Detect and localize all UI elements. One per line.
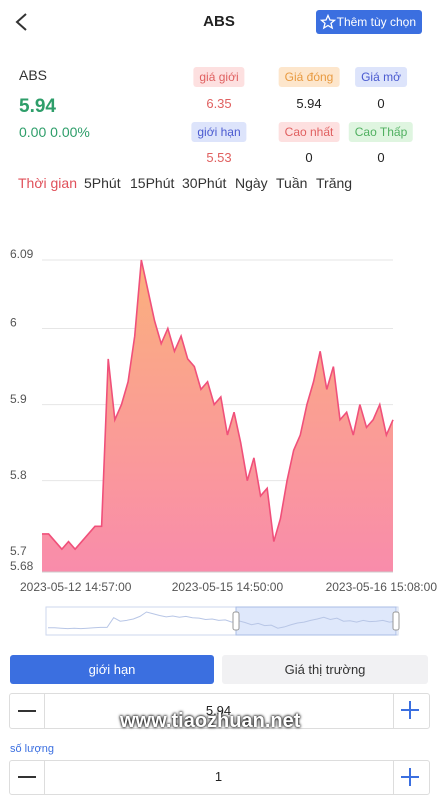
navigator-handle[interactable] [232, 611, 240, 631]
plus-button[interactable] [401, 701, 419, 719]
quantity-value: 1 [214, 769, 223, 784]
y-tick-label: 6.09 [10, 247, 34, 261]
price-input[interactable] [9, 693, 430, 729]
stat-label: Cao nhất [278, 122, 340, 142]
period-tab[interactable]: Thời gian [18, 175, 77, 191]
chart: 5.685.7 5.8 5.9 6 6.09 2023-05-12 14:57:00 202… [10, 247, 438, 636]
stat-label: Giá mở [355, 67, 407, 87]
stat-value: 0 [377, 96, 385, 111]
quantity-label: số lượng [10, 743, 54, 755]
x-tick-label: 2023-05-12 14:57:00 [20, 580, 132, 594]
stat-value: 6.35 [206, 96, 232, 111]
navigator-handle[interactable] [392, 611, 400, 631]
divider [44, 760, 45, 795]
stat-label: Giá đóng [278, 67, 340, 87]
divider [44, 693, 45, 729]
line [42, 259, 394, 551]
stat-label: Cao Thấp [348, 122, 414, 142]
market-tab[interactable]: Giá thị trường [222, 655, 428, 684]
limit-tab[interactable]: giới hạn [10, 655, 214, 684]
divider [393, 693, 394, 729]
quantity-input[interactable] [9, 760, 430, 795]
symbol: ABS [19, 67, 48, 83]
minus-button[interactable] [18, 710, 36, 712]
price: 5.94 [19, 96, 56, 117]
change: 0.00 0.00% [19, 124, 90, 140]
stat-value: 5.53 [206, 150, 232, 165]
period-tab[interactable]: Trăng [316, 175, 353, 191]
watermark: www.tiaozhuan.net [120, 710, 301, 732]
stat-label: giá giới [193, 67, 245, 87]
stat-label: giới hạn [191, 122, 247, 142]
y-tick-label: 5.8 [10, 468, 27, 482]
price-value: 5.94 [205, 703, 232, 718]
period-tab[interactable]: Tuần [276, 175, 308, 191]
navigator-line [48, 611, 397, 630]
stat-value: 5.94 [296, 96, 322, 111]
y-tick-label: 5.68 [10, 559, 34, 573]
star-icon [320, 14, 336, 30]
divider [393, 760, 394, 795]
stat-value: 0 [305, 150, 313, 165]
navigator-window[interactable] [235, 606, 397, 636]
y-tick-label: 6 [10, 316, 17, 330]
area [42, 260, 393, 572]
x-tick-label: 2023-05-15 14:50:00 [172, 580, 284, 594]
period-tab[interactable]: Ngày [235, 175, 268, 191]
add-option-button[interactable]: Thêm tùy chọn [316, 10, 422, 34]
minus-button[interactable] [18, 776, 36, 778]
period-tab[interactable]: 15Phút [130, 175, 175, 191]
stat-value: 0 [377, 150, 385, 165]
x-tick-label: 2023-05-16 15:08:00 [326, 580, 438, 594]
period-tab[interactable]: 30Phút [182, 175, 227, 191]
back-icon[interactable] [14, 12, 30, 32]
title: ABS [203, 13, 235, 30]
y-tick-label: 5.7 [10, 544, 27, 558]
y-tick-label: 5.9 [10, 392, 27, 406]
plus-button[interactable] [401, 768, 419, 786]
period-tab[interactable]: 5Phút [84, 175, 121, 191]
